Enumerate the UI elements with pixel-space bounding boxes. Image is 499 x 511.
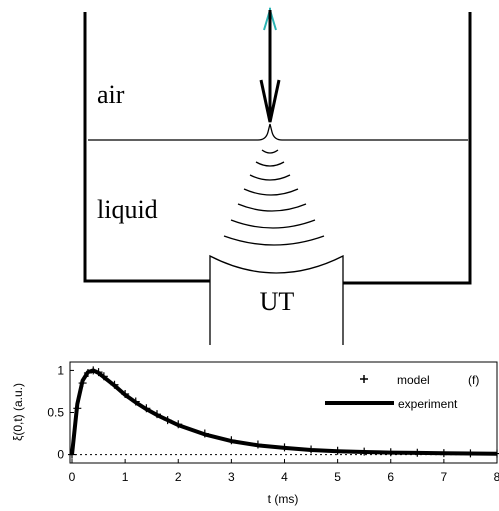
x-tick-label: 8 bbox=[494, 470, 499, 484]
label-liquid: liquid bbox=[97, 195, 158, 224]
x-tick-label: 6 bbox=[387, 470, 394, 484]
wavefronts bbox=[223, 149, 325, 246]
tank-left-wall bbox=[83, 12, 210, 283]
y-tick-label: 1 bbox=[57, 363, 64, 377]
x-tick-label: 0 bbox=[69, 470, 76, 484]
panel-label: (f) bbox=[468, 373, 479, 387]
y-tick-label: 0.5 bbox=[47, 406, 64, 420]
x-tick-label: 7 bbox=[441, 470, 448, 484]
x-tick-label: 5 bbox=[334, 470, 341, 484]
wavefront bbox=[243, 188, 299, 196]
x-axis-label: t (ms) bbox=[268, 492, 299, 506]
x-tick-label: 4 bbox=[281, 470, 288, 484]
series-line bbox=[70, 368, 498, 456]
legend-label: experiment bbox=[398, 397, 458, 411]
wavefront bbox=[230, 219, 316, 229]
x-tick-label: 3 bbox=[228, 470, 235, 484]
transducer bbox=[209, 254, 344, 345]
x-tick-label: 1 bbox=[122, 470, 129, 484]
legend-label: model bbox=[397, 373, 430, 387]
y-tick-label: 0 bbox=[57, 448, 64, 462]
x-tick-label: 2 bbox=[175, 470, 182, 484]
wavefront bbox=[261, 149, 279, 154]
liquid-surface bbox=[88, 123, 468, 141]
label-transducer: UT bbox=[260, 287, 295, 316]
label-air: air bbox=[97, 80, 125, 109]
incident-arrowhead bbox=[259, 79, 281, 123]
wavefront bbox=[255, 161, 285, 167]
tank bbox=[83, 12, 472, 285]
legend-marker bbox=[360, 375, 368, 383]
y-axis-label: ξ(0,t) (a.u.) bbox=[11, 383, 25, 441]
tank-right-wall bbox=[343, 12, 472, 285]
wavefront bbox=[249, 174, 291, 181]
wavefront bbox=[223, 235, 325, 246]
wavefront bbox=[237, 203, 307, 212]
